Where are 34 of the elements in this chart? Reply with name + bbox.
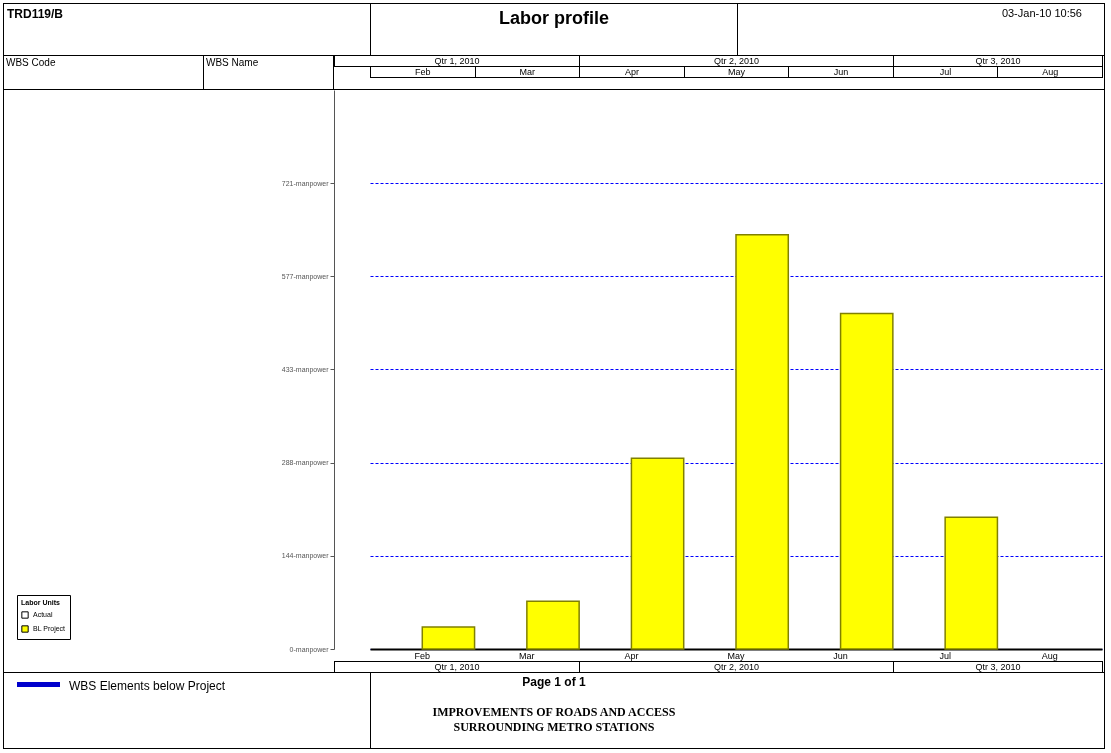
text: WBS Code bbox=[3, 55, 204, 90]
bar bbox=[944, 516, 999, 650]
text: Qtr 1, 2010 bbox=[334, 661, 581, 673]
bar bbox=[526, 600, 580, 650]
category-label: Mar bbox=[519, 67, 536, 77]
text: Qtr 2, 2010 bbox=[713, 56, 759, 66]
text: Page 1 of 1 bbox=[521, 675, 587, 691]
category-label: Aug bbox=[1042, 67, 1059, 77]
category-label: Apr bbox=[624, 67, 639, 77]
text: Qtr 3, 2010 bbox=[892, 661, 1103, 673]
text: Qtr 1, 2010 bbox=[434, 56, 480, 66]
text: WBS Name bbox=[203, 55, 334, 90]
x-tick-label: Jun bbox=[833, 650, 848, 661]
category-label: Jul bbox=[939, 67, 952, 77]
chart-title: Labor profile bbox=[370, 3, 738, 56]
category-label: Jun bbox=[833, 67, 849, 77]
text: WBS Elements below Project bbox=[69, 679, 226, 693]
bar bbox=[421, 626, 476, 650]
bar bbox=[735, 234, 790, 650]
x-tick-label: Apr bbox=[624, 650, 639, 661]
text: 03-Jan-10 10:56 bbox=[737, 3, 1105, 56]
text: TRD119/B bbox=[3, 3, 371, 56]
bar bbox=[630, 457, 685, 650]
x-tick-label: Mar bbox=[519, 650, 535, 661]
text: IMPROVEMENTS OF ROADS AND ACCESS SURROUNDING METRO STATIONS bbox=[431, 705, 677, 736]
category-label: Feb bbox=[415, 67, 431, 77]
category-label: May bbox=[727, 67, 745, 77]
bar bbox=[839, 312, 894, 650]
text: Qtr 2, 2010 bbox=[579, 661, 894, 673]
text: Qtr 3, 2010 bbox=[975, 56, 1021, 66]
x-tick-label: Jul bbox=[939, 650, 951, 661]
x-tick-label: May bbox=[727, 650, 745, 661]
x-tick-label: Feb bbox=[414, 650, 431, 661]
x-tick-label: Aug bbox=[1041, 650, 1058, 661]
